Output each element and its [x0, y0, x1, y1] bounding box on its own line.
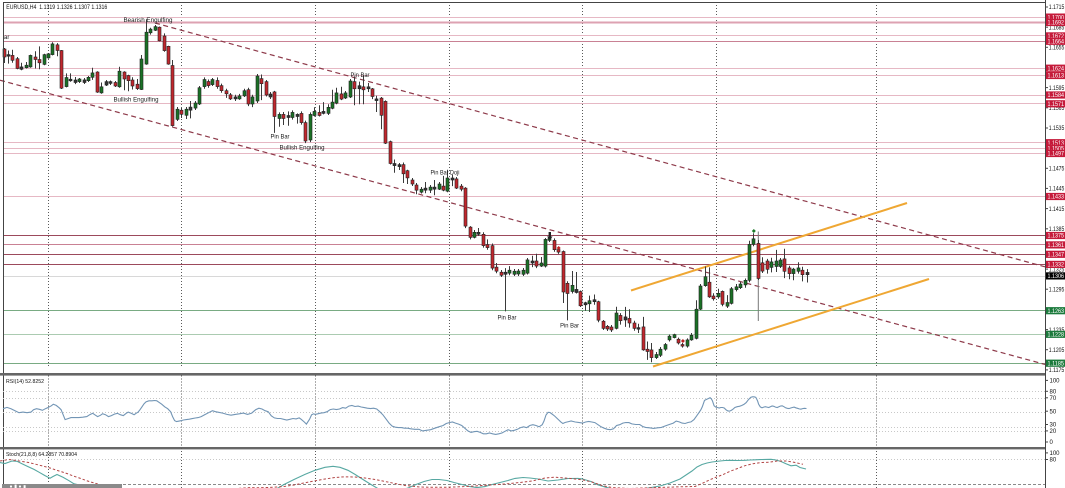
svg-text:Pin Bar: Pin Bar: [271, 135, 290, 141]
svg-text:1.1565: 1.1565: [1049, 106, 1065, 112]
svg-text:1.1655: 1.1655: [1049, 46, 1065, 52]
svg-text:1.1385: 1.1385: [1049, 227, 1065, 233]
svg-text:1.1228: 1.1228: [1048, 333, 1065, 339]
svg-text:1.1497: 1.1497: [1048, 152, 1065, 158]
svg-text:1.1332: 1.1332: [1048, 263, 1065, 269]
svg-text:1.1347: 1.1347: [1048, 253, 1065, 259]
svg-text:1.1664: 1.1664: [1048, 40, 1065, 46]
svg-text:1.1624: 1.1624: [1048, 66, 1065, 72]
svg-text:1.1295: 1.1295: [1049, 287, 1065, 293]
svg-text:1.1613: 1.1613: [1048, 74, 1065, 80]
svg-text:1.1361: 1.1361: [1048, 243, 1065, 249]
svg-text:70: 70: [1050, 396, 1057, 402]
svg-text:80: 80: [1050, 390, 1057, 396]
svg-text:1.1415: 1.1415: [1049, 207, 1065, 213]
svg-text:1.1185: 1.1185: [1048, 361, 1065, 367]
svg-text:100: 100: [1050, 451, 1061, 457]
svg-text:1.1325: 1.1325: [1049, 267, 1065, 273]
svg-text:1.1513: 1.1513: [1048, 141, 1065, 147]
svg-text:80: 80: [1050, 458, 1057, 464]
svg-text:Pin Bar Doji: Pin Bar Doji: [431, 171, 460, 177]
svg-text:Pin Bar: Pin Bar: [351, 73, 370, 79]
svg-text:Stoch(21,8,8) 64.2857 70.8904: Stoch(21,8,8) 64.2857 70.8904: [6, 452, 77, 458]
svg-text:Bullish Engulfing: Bullish Engulfing: [280, 146, 325, 152]
svg-text:ar: ar: [4, 35, 9, 41]
svg-text:1.1685: 1.1685: [1049, 25, 1065, 31]
svg-text:1.1375: 1.1375: [1048, 234, 1065, 240]
svg-text:0: 0: [1050, 440, 1054, 446]
svg-text:1.1205: 1.1205: [1049, 348, 1065, 354]
svg-text:1.1692: 1.1692: [1048, 21, 1065, 27]
svg-text:1.1535: 1.1535: [1049, 126, 1065, 132]
svg-text:1.1306: 1.1306: [1048, 274, 1065, 280]
svg-text:100: 100: [1050, 379, 1061, 385]
svg-text:Pin Bar: Pin Bar: [498, 316, 517, 322]
svg-text:1.1475: 1.1475: [1049, 167, 1065, 173]
svg-text:1.1445: 1.1445: [1049, 187, 1065, 193]
svg-text:Bullish Engulfing: Bullish Engulfing: [114, 98, 159, 104]
svg-text:1.1433: 1.1433: [1048, 195, 1065, 201]
svg-text:EURUSD,H4 1.1319 1.1326 1.130: EURUSD,H4 1.1319 1.1326 1.1307 1.1316: [6, 5, 108, 11]
svg-text:30: 30: [1050, 423, 1057, 429]
svg-text:20: 20: [1050, 429, 1057, 435]
svg-text:1.1700: 1.1700: [1048, 15, 1065, 21]
svg-text:1.1672: 1.1672: [1048, 34, 1065, 40]
svg-text:1.1715: 1.1715: [1049, 5, 1065, 11]
svg-text:RSI(14) 52.8252: RSI(14) 52.8252: [6, 379, 44, 385]
svg-text:1.1505: 1.1505: [1048, 146, 1065, 152]
svg-text:1.1175: 1.1175: [1049, 368, 1065, 374]
svg-text:Bearish Engulfing: Bearish Engulfing: [124, 18, 173, 24]
svg-text:1.1584: 1.1584: [1048, 93, 1065, 99]
svg-text:1.1263: 1.1263: [1048, 309, 1065, 315]
svg-text:1.1571: 1.1571: [1048, 102, 1065, 108]
svg-text:1.1595: 1.1595: [1049, 86, 1065, 92]
svg-text:Pin Bar: Pin Bar: [560, 324, 579, 330]
svg-text:50: 50: [1050, 409, 1057, 415]
